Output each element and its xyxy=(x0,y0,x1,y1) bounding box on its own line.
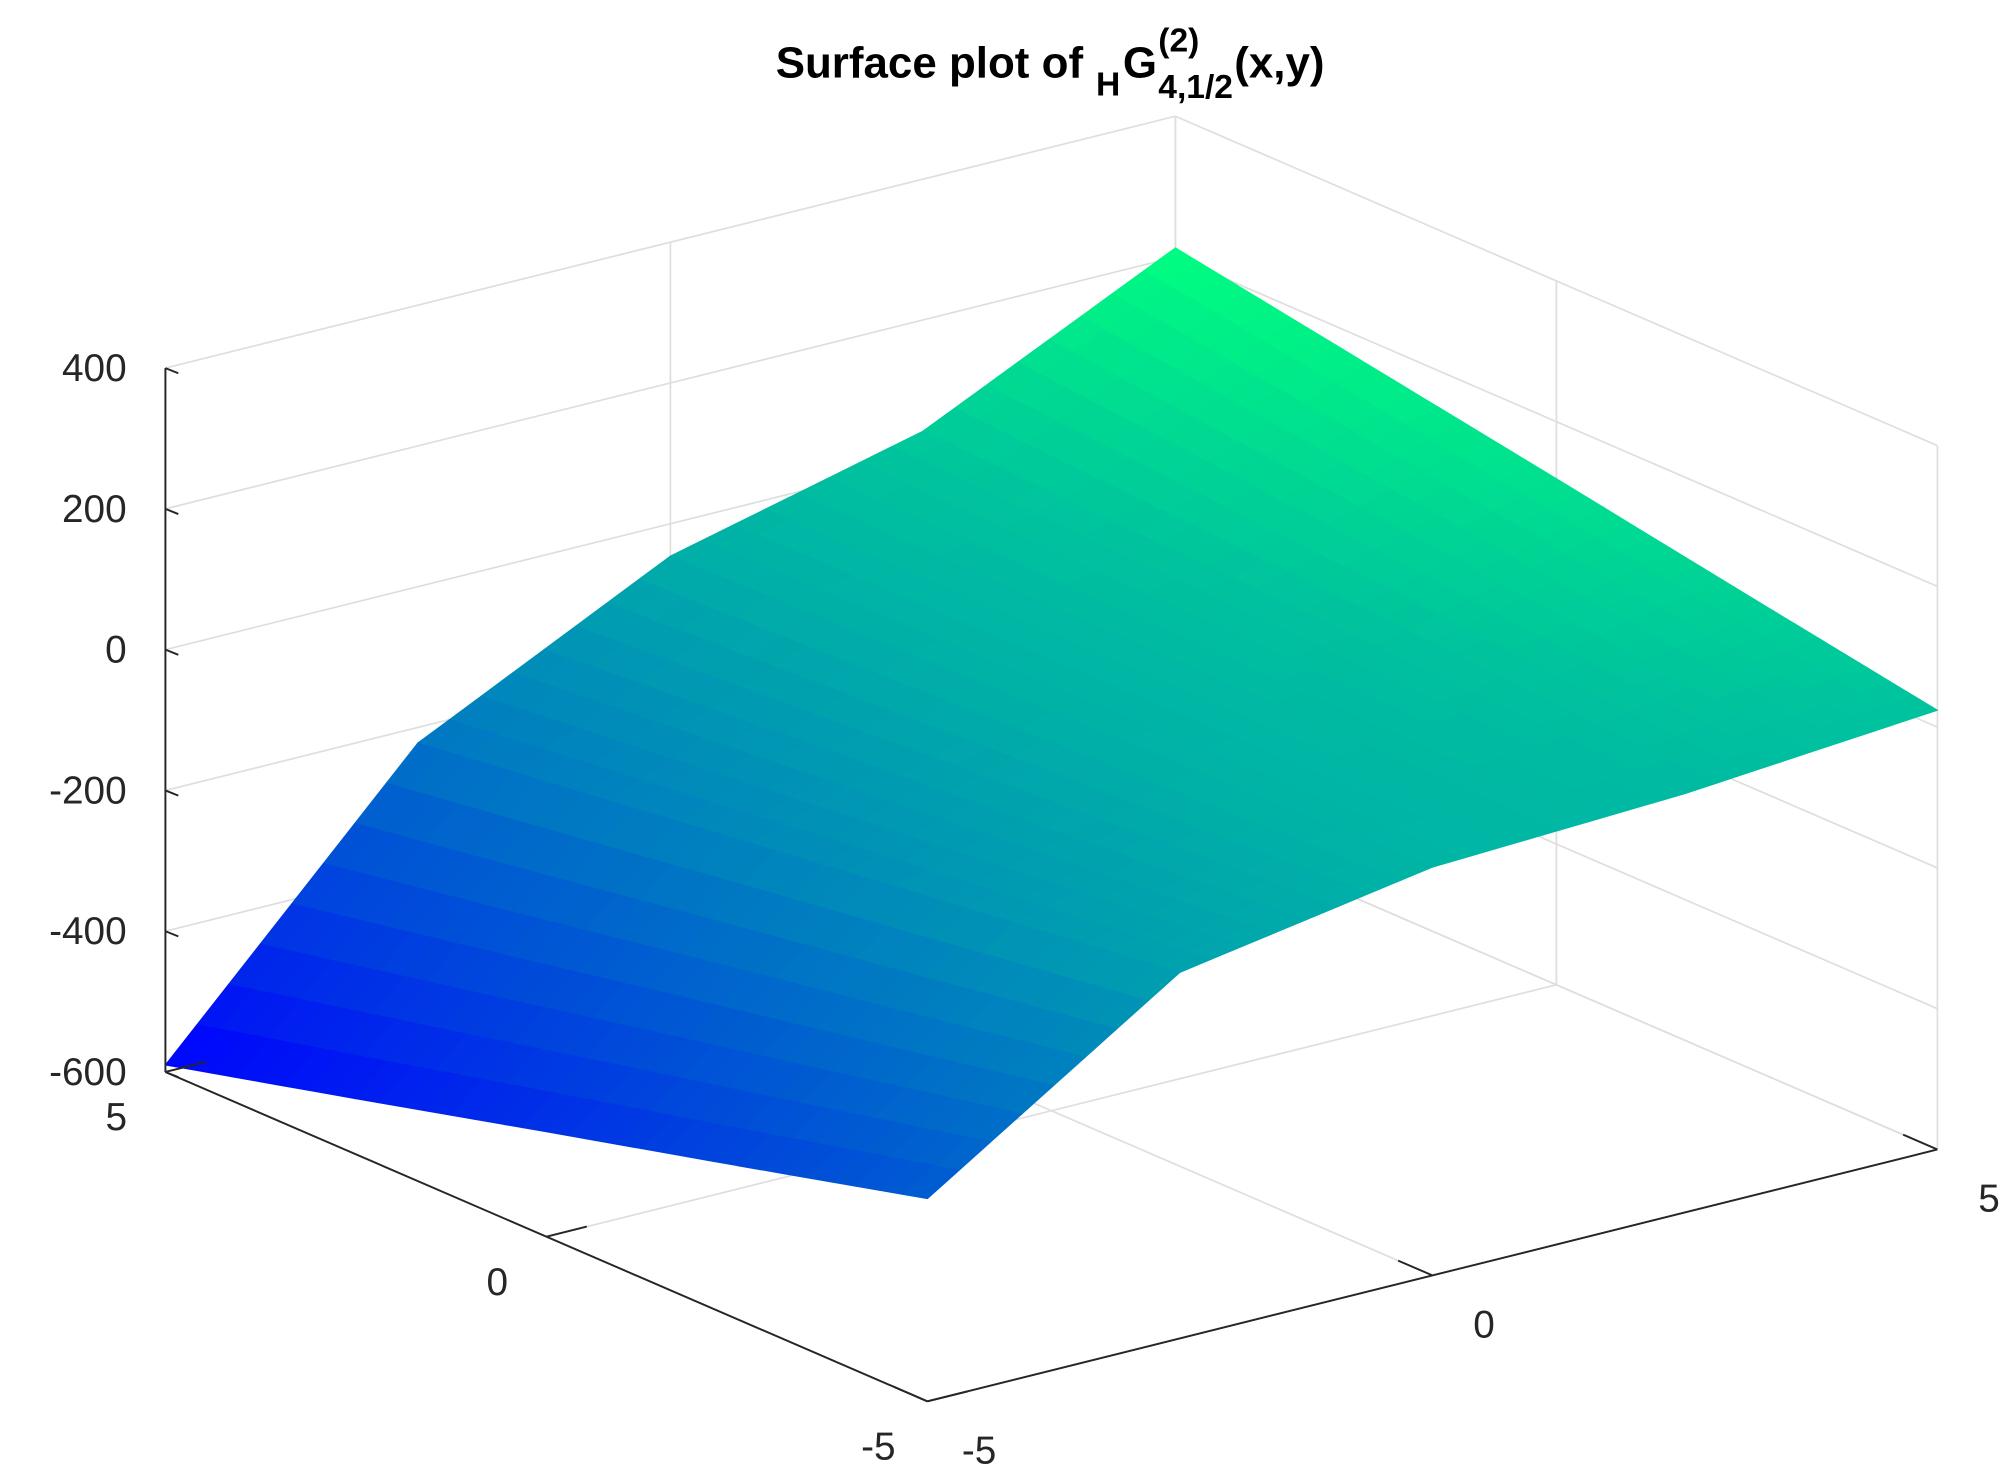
y-tick xyxy=(546,1225,588,1238)
axes: -600 -400 -200 0 200 400 -5 0 5 -5 0 5 xyxy=(49,347,2000,1472)
z-tick xyxy=(165,367,179,375)
chart-title: Surface plot of H G (2) 4,1/2(x,y) xyxy=(776,23,1325,106)
z-tick xyxy=(165,1071,179,1079)
z-tick-label: -600 xyxy=(49,1051,127,1094)
title-suffix: (x,y) xyxy=(1234,38,1324,87)
y-axis xyxy=(165,1071,928,1403)
z-tick-label: 400 xyxy=(62,347,127,390)
z-tick-label: 0 xyxy=(105,629,127,672)
surface xyxy=(164,247,1938,1200)
z-tick xyxy=(165,648,179,656)
title-superscript: (2) xyxy=(1158,23,1199,60)
title-base: G xyxy=(1123,38,1157,87)
x-tick-label: 5 xyxy=(1978,1177,2000,1220)
title-subscript: 4,1/2 xyxy=(1158,69,1233,106)
z-tick-label: 200 xyxy=(62,488,127,531)
title-prefix: Surface plot of xyxy=(776,38,1084,87)
y-tick-label: -5 xyxy=(861,1425,895,1468)
x-tick-label: 0 xyxy=(1473,1303,1495,1346)
x-tick-label: -5 xyxy=(962,1429,996,1472)
z-tick xyxy=(165,789,179,797)
x-axis xyxy=(927,1148,1938,1403)
z-tick-label: -400 xyxy=(49,910,127,953)
z-tick-label: -200 xyxy=(49,769,127,812)
y-tick xyxy=(165,1060,207,1073)
y-tick-label: 0 xyxy=(487,1261,509,1304)
x-tick xyxy=(1902,1133,1938,1151)
y-tick-label: 5 xyxy=(106,1096,128,1139)
y-tick xyxy=(927,1390,969,1403)
x-tick xyxy=(1397,1259,1433,1277)
z-tick xyxy=(165,930,179,938)
title-pre-subscript: H xyxy=(1096,67,1120,104)
grid-line xyxy=(546,983,1557,1238)
z-tick xyxy=(165,507,179,515)
surface-patch xyxy=(903,1165,960,1200)
x-tick xyxy=(892,1385,928,1403)
